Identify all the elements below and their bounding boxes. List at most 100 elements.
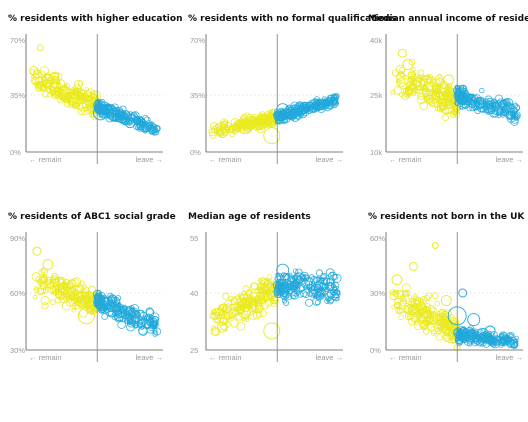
data-point <box>252 117 258 123</box>
leave-label: leave → <box>135 353 163 362</box>
data-point <box>106 296 116 305</box>
y-tick-label: 30% <box>10 346 25 355</box>
data-point <box>117 320 126 329</box>
data-point <box>36 44 44 52</box>
data-point <box>93 292 102 302</box>
data-point <box>246 308 254 316</box>
data-point <box>303 285 308 290</box>
data-point <box>316 98 326 108</box>
data-point <box>407 76 414 83</box>
data-point <box>500 332 509 341</box>
data-point <box>103 297 112 306</box>
data-point <box>424 306 431 314</box>
data-point <box>393 290 399 295</box>
data-point <box>65 88 71 95</box>
data-point <box>292 280 300 288</box>
data-point <box>47 91 53 98</box>
data-point <box>259 278 273 292</box>
data-point <box>42 259 54 270</box>
data-point <box>104 307 114 317</box>
data-point <box>435 327 443 335</box>
data-point <box>259 309 267 317</box>
data-point <box>100 305 110 315</box>
data-point <box>459 84 465 90</box>
y-tick-label: 0% <box>190 148 201 157</box>
data-point <box>333 288 339 294</box>
data-point <box>77 80 84 86</box>
data-point <box>224 124 231 130</box>
data-point <box>398 71 405 78</box>
data-point <box>227 311 236 319</box>
data-point <box>293 268 299 274</box>
data-point <box>415 76 423 83</box>
data-point <box>403 303 411 310</box>
data-point <box>50 81 62 93</box>
data-point <box>117 115 126 124</box>
data-point <box>212 317 219 324</box>
data-point <box>396 80 401 86</box>
data-point <box>412 293 418 299</box>
data-point <box>63 83 68 89</box>
data-point <box>487 332 493 338</box>
data-point <box>138 117 146 125</box>
data-point <box>511 341 519 349</box>
data-point <box>141 114 149 123</box>
data-point <box>101 104 109 112</box>
chart-panel-6: % residents not born in the UK 0% 30% 60% ← … <box>368 212 528 382</box>
data-point <box>270 298 276 304</box>
chart-title: Median annual income of residents <box>368 14 528 24</box>
data-point <box>496 113 502 119</box>
data-point <box>41 73 55 87</box>
data-point <box>94 95 99 100</box>
data-point <box>232 127 239 134</box>
data-point <box>56 85 72 101</box>
data-point <box>513 338 519 344</box>
data-point <box>411 91 417 96</box>
data-point <box>391 274 403 286</box>
data-point <box>67 285 83 301</box>
data-point <box>396 308 403 314</box>
series-leave <box>447 288 519 349</box>
data-point <box>33 287 40 293</box>
data-point <box>499 109 508 118</box>
data-point <box>490 337 497 344</box>
data-point <box>94 99 101 107</box>
data-point <box>234 305 240 311</box>
data-point <box>123 306 132 315</box>
data-point <box>73 84 82 93</box>
data-point <box>76 86 83 93</box>
data-point <box>467 313 481 327</box>
data-point <box>468 103 477 112</box>
data-point <box>402 59 414 71</box>
series-leave <box>273 93 340 125</box>
data-point <box>241 313 247 319</box>
data-point <box>329 271 334 277</box>
scatter-plot: 10k 25k 40k ← remain leave → <box>370 34 523 164</box>
data-point <box>332 273 342 283</box>
data-point <box>258 286 265 294</box>
data-point <box>315 269 323 277</box>
data-point <box>314 100 323 109</box>
data-point <box>145 121 153 130</box>
data-point <box>419 101 428 110</box>
data-point <box>428 81 435 88</box>
data-point <box>69 286 77 294</box>
data-point <box>421 305 427 311</box>
data-point <box>86 306 95 315</box>
data-point <box>250 282 259 290</box>
data-point <box>425 306 431 312</box>
data-point <box>148 126 157 135</box>
data-point <box>422 85 430 92</box>
data-point <box>297 291 304 298</box>
data-point <box>43 73 50 80</box>
data-point <box>315 300 321 306</box>
y-tick-label: 70% <box>10 36 25 45</box>
data-point <box>126 322 136 332</box>
data-point <box>510 110 517 117</box>
data-point <box>404 311 414 321</box>
data-point <box>47 281 55 289</box>
data-point <box>263 127 281 145</box>
data-point <box>244 117 251 125</box>
data-point <box>437 98 446 108</box>
data-point <box>276 103 290 117</box>
